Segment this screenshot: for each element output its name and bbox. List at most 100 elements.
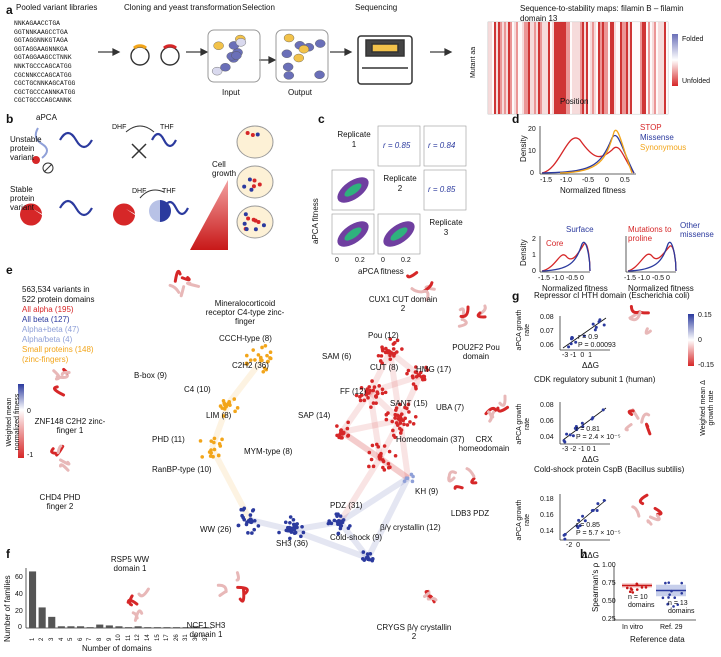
- domain-node: [384, 417, 389, 422]
- domain-node: [404, 476, 409, 481]
- scatter-point: [595, 508, 599, 512]
- group-alpha-slash-beta: Alpha/beta (4): [22, 335, 73, 344]
- heatmap-column: [620, 22, 622, 114]
- cell: [211, 66, 223, 76]
- bar: [201, 627, 209, 628]
- heatmap-column: [490, 22, 492, 114]
- h-point: [629, 587, 633, 590]
- h-n-invitro: n = 10 domains: [628, 594, 655, 609]
- heatmap-column: [652, 22, 654, 114]
- domain-node: [405, 406, 409, 411]
- domain-node: [335, 424, 339, 428]
- scatter-point: [591, 416, 595, 420]
- f-xtick: 5: [68, 637, 75, 641]
- cell: [293, 53, 304, 63]
- domain-node: [384, 412, 389, 417]
- heatmap-column: [540, 22, 542, 114]
- scatter-point: [583, 519, 587, 523]
- g-xtick: 0: [580, 352, 585, 359]
- h-point: [672, 605, 675, 608]
- map-ylabel: Mutant aa: [470, 46, 477, 78]
- protein-structure-ribbon: [640, 412, 651, 424]
- bar: [163, 627, 171, 628]
- panel-label-g: g: [512, 289, 520, 303]
- protein-structure-ribbon: [487, 410, 493, 423]
- domain-node: [244, 361, 249, 366]
- heatmap-column: [658, 22, 660, 114]
- sequence: GGTNNKAAGCCTGA: [14, 28, 68, 36]
- g-ytick: 0.06: [540, 342, 554, 349]
- g-title-2: CDK regulatory subunit 1 (human): [534, 375, 656, 384]
- d-xtick-bl: -1.0: [552, 275, 565, 282]
- h-n-ref29: n = 13 domains: [668, 600, 695, 615]
- domain-node: [261, 369, 266, 374]
- domain-node: [398, 414, 403, 419]
- cell: [315, 39, 326, 48]
- cell: [298, 45, 310, 54]
- heatmap-column: [608, 22, 610, 114]
- r-value-1-3: r = 0.84: [428, 141, 456, 150]
- domain-node: [388, 353, 392, 358]
- heatmap-column: [586, 22, 588, 114]
- domain-node: [406, 368, 411, 373]
- heatmap-column: [650, 22, 652, 114]
- domain-node: [212, 436, 217, 441]
- sequence: NNKTGCCCAGCATGG: [14, 62, 72, 70]
- family-lim: LIM (8): [206, 411, 232, 420]
- struct-pou2f2: POU2F2 Pou domain: [452, 343, 500, 361]
- network-edge: [339, 390, 373, 434]
- domain-node: [406, 402, 411, 407]
- scatter-point: [601, 408, 605, 412]
- domain-node: [366, 396, 370, 400]
- domain-node: [341, 518, 346, 522]
- a-header-selection: Selection: [242, 3, 275, 12]
- scatter-point: [602, 499, 606, 503]
- protein-dot: [246, 216, 251, 221]
- network-edge: [367, 350, 393, 394]
- heatmap-column: [578, 22, 580, 114]
- d-xtick-br: -0.5: [652, 275, 665, 282]
- heatmap-column: [664, 22, 666, 114]
- domain-node: [402, 422, 406, 427]
- domain-node: [346, 526, 351, 531]
- scatter-point: [580, 421, 584, 425]
- protein-structure-ribbon: [128, 594, 134, 607]
- legend-missense: Missense: [640, 133, 674, 142]
- domain-node: [372, 385, 377, 389]
- g-xtick: -2: [570, 446, 577, 453]
- domain-node: [244, 353, 249, 358]
- heatmap-column: [554, 22, 556, 114]
- family-bbox: B-box (9): [134, 371, 167, 380]
- family-crystallin: β/γ crystallin (12): [380, 523, 441, 532]
- legend-core: Core: [546, 239, 564, 248]
- panel-label-e: e: [6, 263, 13, 277]
- family-ranbp: RanBP-type (10): [152, 465, 212, 474]
- bar: [153, 627, 161, 628]
- domain-node: [346, 420, 350, 425]
- heatmap-column: [628, 22, 630, 114]
- stable-label: Stable protein variant: [10, 185, 35, 213]
- domain-node: [395, 350, 399, 354]
- c-tick: 0: [335, 257, 339, 264]
- domain-node: [286, 528, 290, 533]
- domain-node: [400, 418, 404, 422]
- domain-node: [395, 423, 400, 427]
- domain-node: [391, 347, 396, 351]
- domain-node: [339, 523, 344, 528]
- bar-chart-bars: [29, 571, 209, 628]
- struct-cux1: CUX1 CUT domain 2: [368, 295, 438, 313]
- domain-node: [413, 384, 418, 389]
- h-point: [667, 596, 670, 599]
- domain-node: [248, 513, 253, 517]
- h-point: [661, 596, 665, 600]
- domain-node: [259, 355, 263, 360]
- folded-label: Folded: [682, 36, 704, 43]
- scatter-point: [577, 518, 581, 522]
- d-xtick: -1.5: [540, 177, 553, 184]
- protein-structure-ribbon: [236, 585, 249, 595]
- domain-node: [413, 414, 418, 419]
- domain-node: [377, 384, 381, 388]
- scatter-point: [569, 342, 573, 346]
- domain-node: [335, 433, 339, 438]
